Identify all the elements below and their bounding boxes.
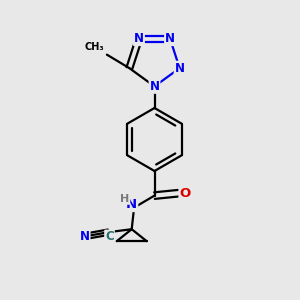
Text: N: N: [165, 32, 175, 45]
Text: N: N: [126, 198, 137, 211]
Text: N: N: [175, 62, 184, 75]
Text: CH₃: CH₃: [85, 42, 104, 52]
Text: C: C: [105, 230, 114, 244]
Text: H: H: [121, 194, 130, 204]
Text: N: N: [134, 32, 144, 45]
Text: N: N: [80, 230, 90, 243]
Text: O: O: [179, 187, 191, 200]
Text: N: N: [149, 80, 160, 93]
